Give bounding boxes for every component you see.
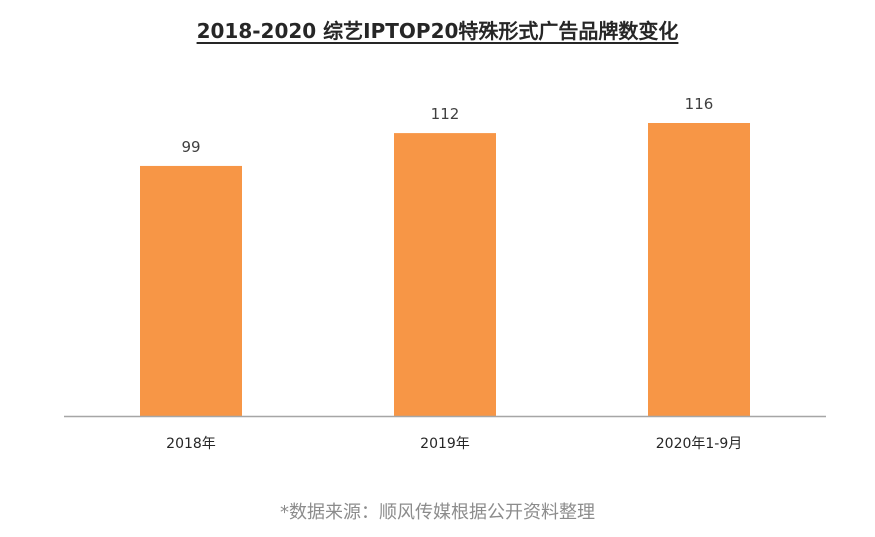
x-tick-label-2: 2020年1-9月 bbox=[656, 436, 743, 452]
data-label-1: 112 bbox=[431, 105, 460, 123]
data-label-2: 116 bbox=[685, 95, 714, 113]
bar-2 bbox=[648, 123, 750, 416]
chart-title: 2018-2020 综艺IPTOP20特殊形式广告品牌数变化 bbox=[0, 16, 875, 46]
chart-title-text: 2018-2020 综艺IPTOP20特殊形式广告品牌数变化 bbox=[196, 19, 679, 43]
source-note: *数据来源：顺风传媒根据公开资料整理 bbox=[280, 502, 595, 523]
data-label-0: 99 bbox=[181, 138, 200, 156]
bar-0 bbox=[140, 165, 242, 416]
x-tick-label-0: 2018年 bbox=[166, 436, 216, 452]
bar-1 bbox=[394, 133, 496, 416]
x-tick-label-1: 2019年 bbox=[420, 436, 470, 452]
bars bbox=[140, 123, 750, 416]
